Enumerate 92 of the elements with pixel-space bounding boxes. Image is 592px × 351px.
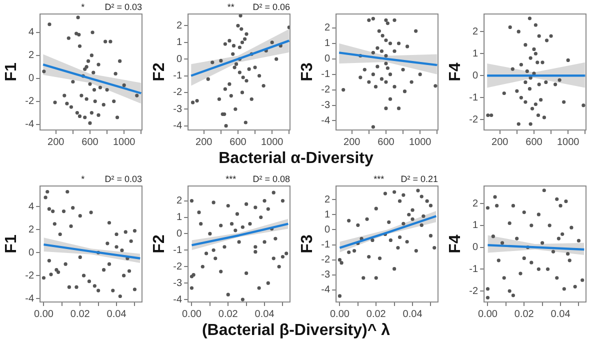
- y-tick-label: -1: [321, 240, 331, 251]
- y-tick-label: -4: [321, 115, 331, 126]
- y-tick-label: -2: [469, 114, 479, 126]
- x-tick-label: 1000: [260, 136, 284, 148]
- y-tick-label: 2: [324, 194, 331, 206]
- y-tick-label: 1: [472, 48, 479, 60]
- y-tick-label: 0: [176, 54, 183, 65]
- y-tick-label: 1: [176, 37, 183, 48]
- y-tick-label: 1: [176, 212, 183, 224]
- text: D² = 0.21: [400, 174, 438, 184]
- x-tick-label: 0.04: [550, 308, 571, 320]
- y-tick-label: -1: [173, 244, 183, 256]
- y-tick-label: -2: [469, 286, 479, 297]
- y-tick-label: 0: [472, 242, 479, 254]
- text: *: [81, 2, 86, 12]
- x-tick-label: 1000: [556, 136, 580, 148]
- y-tick-label: -3: [321, 270, 331, 281]
- y-tick-label: 2: [176, 20, 183, 32]
- x-tick-label: 0.02: [366, 308, 386, 320]
- y-axis-title: F4: [447, 234, 464, 254]
- y-tick-label: -1: [469, 264, 479, 275]
- x-axis-title: Bacterial α-Diversity: [218, 150, 374, 168]
- y-axis-title: F2: [151, 234, 168, 254]
- y-tick-label: 0: [324, 224, 331, 236]
- y-tick-label: -3: [173, 278, 183, 289]
- y-tick-label: 0: [176, 228, 183, 240]
- y-tick-label: 4: [28, 27, 35, 38]
- y-tick-label: 2: [176, 196, 183, 207]
- x-tick-label: 0.04: [402, 308, 423, 320]
- y-tick-label: 1: [324, 38, 331, 50]
- text: ***: [374, 174, 385, 184]
- y-tick-label: -4: [321, 284, 331, 296]
- y-tick-label: -1: [173, 70, 183, 82]
- x-tick-label: 0.00: [478, 308, 498, 320]
- text: D² = 0.06: [252, 2, 290, 12]
- y-tick-label: -1: [321, 69, 331, 80]
- y-tick-label: -4: [173, 294, 183, 306]
- y-axis-title: F2: [151, 62, 168, 82]
- y-axis-title: F3: [299, 234, 316, 254]
- x-tick-label: 600: [526, 136, 543, 148]
- y-axis-title: F1: [3, 62, 20, 82]
- text: *: [81, 174, 86, 184]
- x-axis-title: (Bacterial β-Diversity)^ λ: [200, 322, 392, 340]
- y-tick-label: -2: [173, 87, 183, 98]
- y-tick-label: 0: [28, 247, 35, 258]
- x-tick-label: 0.02: [70, 308, 90, 320]
- y-tick-label: 2: [472, 26, 479, 38]
- y-axis-title: F4: [447, 62, 464, 82]
- x-tick-label: 0.04: [106, 308, 127, 320]
- text: ***: [226, 174, 237, 184]
- x-tick-label: 1000: [408, 136, 432, 148]
- x-tick-label: 0.00: [182, 308, 202, 320]
- y-tick-label: -1: [469, 92, 479, 104]
- y-tick-label: 4: [28, 201, 35, 212]
- text: D² = 0.03: [104, 174, 142, 184]
- x-tick-label: 0.04: [254, 308, 275, 320]
- y-axis-title: F3: [299, 62, 316, 82]
- x-tick-label: 600: [230, 136, 247, 148]
- x-tick-label: 600: [82, 136, 99, 148]
- y-tick-label: -4: [25, 293, 35, 304]
- x-tick-label: 200: [48, 136, 65, 148]
- y-tick-label: -2: [173, 261, 183, 272]
- y-tick-label: -3: [321, 100, 331, 112]
- y-tick-label: -3: [173, 104, 183, 115]
- y-tick-label: 0: [28, 73, 35, 84]
- y-tick-label: -2: [25, 270, 35, 282]
- y-tick-label: -2: [321, 254, 331, 266]
- x-tick-label: 0.02: [218, 308, 238, 320]
- y-tick-label: 1: [324, 209, 331, 220]
- y-axis-title: F1: [3, 234, 20, 254]
- text: **: [227, 2, 235, 12]
- y-tick-label: 2: [472, 198, 479, 210]
- y-tick-label: 2: [28, 50, 35, 62]
- y-tick-label: 2: [324, 22, 331, 34]
- x-tick-label: 0.00: [330, 308, 350, 320]
- x-tick-label: 0.00: [34, 308, 54, 320]
- y-tick-label: 0: [324, 54, 331, 65]
- y-tick-label: -4: [25, 119, 35, 130]
- x-tick-label: 600: [378, 136, 395, 148]
- y-tick-label: -2: [25, 96, 35, 108]
- x-tick-label: 200: [196, 136, 213, 148]
- text: D² = 0.03: [104, 2, 142, 12]
- x-tick-label: 200: [344, 136, 361, 148]
- x-tick-label: 200: [492, 136, 509, 148]
- x-tick-label: 1000: [112, 136, 136, 148]
- x-tick-label: 0.02: [514, 308, 534, 320]
- y-tick-label: 2: [28, 224, 35, 236]
- y-tick-label: 1: [472, 220, 479, 232]
- y-tick-label: 0: [472, 70, 479, 82]
- text: D² = 0.08: [252, 174, 290, 184]
- y-tick-label: -2: [321, 84, 331, 96]
- y-tick-label: -4: [173, 120, 183, 132]
